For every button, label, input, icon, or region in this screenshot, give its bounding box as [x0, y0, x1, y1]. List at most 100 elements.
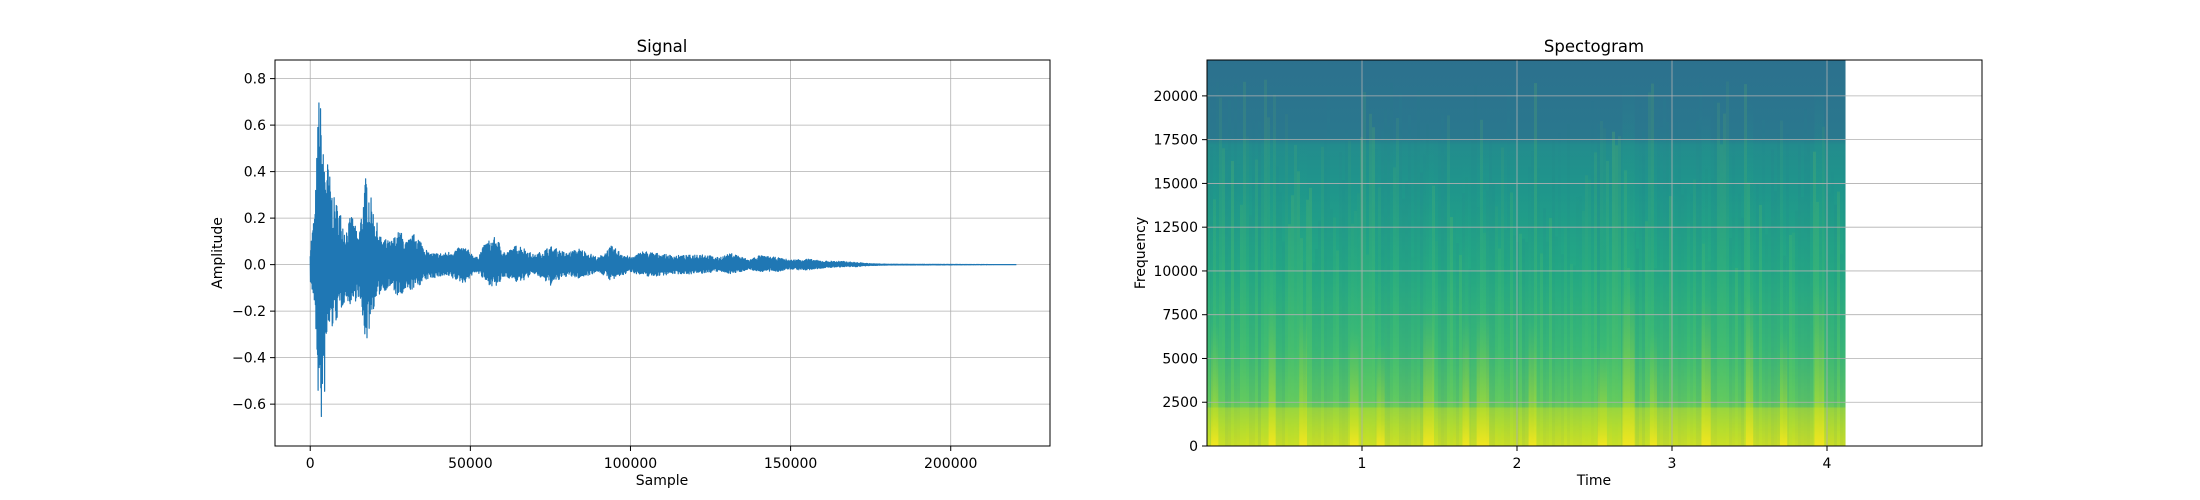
spectrogram-onset [1701, 111, 1711, 446]
spectrogram-column [1489, 138, 1492, 446]
spectrogram-column [1258, 121, 1261, 446]
spectrogram-column [1636, 248, 1639, 446]
spectrogram-title: Spectogram [1544, 37, 1644, 56]
spectrogram-column [1672, 234, 1675, 446]
spectrogram-x-tick-label: 2 [1513, 456, 1522, 472]
spectrogram-column [1669, 196, 1672, 446]
spectrogram-column [1438, 139, 1441, 446]
spectrogram-background [1207, 60, 1846, 446]
spectrogram-column [1243, 81, 1246, 446]
signal-axes: 0 50000 100000 150000 200000 0.8 0.6 0.4 0.2 0.0… [210, 37, 1051, 489]
spectrogram-onset [1528, 169, 1537, 446]
spectrogram-column [1360, 137, 1363, 446]
signal-y-tick-label: 0.8 [244, 72, 266, 88]
spectrogram-axes: 1 2 3 4 0 2500 5000 7500 10000 12500 15000 17500 20… [1133, 37, 1983, 489]
spectrogram-column [1468, 268, 1471, 446]
spectrogram-column [1546, 241, 1549, 446]
spectrogram-column [1618, 136, 1621, 446]
signal-y-tick-label: −0.6 [232, 397, 266, 413]
spectrogram-column [1771, 149, 1774, 446]
signal-y-tick-label: −0.2 [232, 304, 266, 320]
spectrogram-column [1714, 100, 1717, 446]
spectrogram-column [1312, 262, 1315, 446]
spectrogram-onset [1211, 170, 1219, 446]
spectrogram-column [1645, 221, 1648, 446]
signal-frame [274, 59, 1051, 447]
spectrogram-onset [1423, 137, 1435, 446]
spectrogram-onset [1476, 147, 1490, 446]
spectrogram-column [1498, 248, 1501, 446]
spectrogram-column [1366, 254, 1369, 446]
spectrogram-column [1612, 131, 1615, 446]
spectrogram-column [1570, 263, 1573, 446]
spectrogram-column [1441, 114, 1444, 446]
spectrogram-column [1417, 90, 1420, 446]
spectrogram-column [1522, 238, 1525, 446]
spectrogram-onset [1462, 157, 1470, 446]
spectrogram-x-tick-label: 1 [1358, 456, 1367, 472]
spectrogram-column [1525, 241, 1528, 446]
spectrogram-column [1639, 102, 1642, 446]
spectrogram-y-tick-label: 5000 [1162, 351, 1198, 367]
spectrogram-column [1261, 184, 1264, 446]
signal-title: Signal [637, 37, 688, 56]
spectrogram-column [1249, 215, 1252, 446]
spectrogram-column [1348, 140, 1351, 446]
spectrogram-x-tick-label: 3 [1668, 456, 1677, 472]
spectrogram-column [1726, 81, 1729, 446]
signal-x-ticks: 0 50000 100000 150000 200000 [306, 446, 977, 472]
spectrogram-onset [1622, 83, 1635, 446]
spectrogram-column [1231, 160, 1234, 446]
spectrogram-column [1321, 146, 1324, 446]
spectrogram-column [1453, 210, 1456, 446]
spectrogram-column [1552, 140, 1555, 446]
spectrogram-column [1648, 92, 1651, 446]
spectrogram-column [1369, 113, 1372, 446]
spectrogram-column [1687, 222, 1690, 446]
spectrogram-column [1774, 190, 1777, 446]
spectrogram-column [1735, 267, 1738, 446]
spectrogram-column [1717, 102, 1720, 446]
spectrogram-column [1768, 226, 1771, 446]
spectrogram-y-tick-label: 17500 [1153, 133, 1198, 149]
spectrogram-column [1393, 167, 1396, 446]
spectrogram-column [1444, 131, 1447, 446]
spectrogram-column [1207, 91, 1210, 446]
spectrogram-column [1240, 204, 1243, 446]
spectrogram-column [1318, 220, 1321, 446]
spectrogram-column [1228, 99, 1231, 446]
signal-y-tick-label: 0.4 [244, 165, 266, 181]
spectrogram-column [1456, 243, 1459, 446]
spectrogram-column [1339, 152, 1342, 446]
spectrogram-column [1435, 241, 1438, 446]
spectrogram-low-band [1207, 407, 1846, 446]
spectrogram-column [1279, 192, 1282, 446]
spectrogram-column [1795, 210, 1798, 446]
spectrogram-column [1738, 193, 1741, 446]
spectrogram-column [1408, 114, 1411, 446]
spectrogram-column [1576, 197, 1579, 446]
spectrogram-column [1507, 89, 1510, 446]
spectrogram-column [1720, 144, 1723, 446]
spectrogram-onset [1268, 122, 1276, 446]
spectrogram-y-tick-label: 15000 [1153, 176, 1198, 192]
spectrogram-column [1588, 179, 1591, 446]
spectrogram-column [1558, 133, 1561, 446]
spectrogram-onset [1299, 141, 1307, 446]
spectrogram-column [1834, 204, 1837, 446]
spectrogram-column [1693, 179, 1696, 446]
spectrogram-column [1579, 196, 1582, 446]
spectrogram-column [1741, 217, 1744, 446]
spectrogram-column [1792, 232, 1795, 446]
signal-y-ticks: 0.8 0.6 0.4 0.2 0.0 −0.2 −0.4 −0.6 [232, 72, 275, 413]
spectrogram-column [1411, 257, 1414, 446]
spectrogram-column [1510, 192, 1513, 446]
spectrogram-column [1585, 175, 1588, 446]
spectrogram-onset [1649, 186, 1657, 446]
spectrogram-column [1291, 195, 1294, 446]
spectrogram-y-label: Frequency [1133, 217, 1149, 289]
spectrogram-column [1729, 238, 1732, 446]
spectrogram-column [1684, 188, 1687, 446]
spectrogram-y-tick-label: 2500 [1162, 395, 1198, 411]
spectrogram-column [1450, 217, 1453, 446]
